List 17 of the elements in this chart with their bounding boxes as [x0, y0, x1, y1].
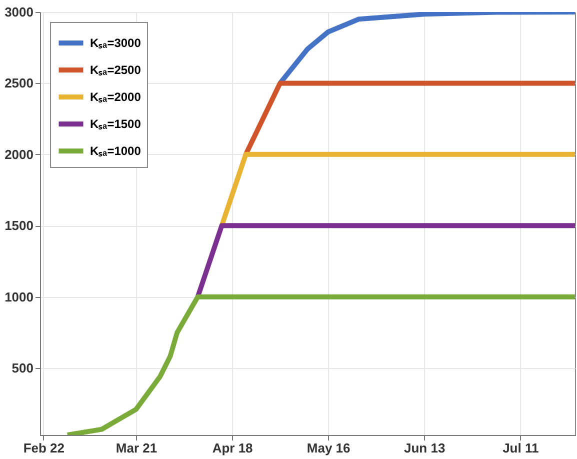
legend-label: Kₛₐ=1000 — [90, 144, 142, 158]
x-tick-label: Mar 21 — [116, 440, 158, 456]
legend-label: Kₛₐ=2500 — [90, 63, 142, 77]
x-tick-label: Feb 22 — [23, 440, 65, 456]
legend-label: Kₛₐ=2000 — [90, 90, 142, 104]
x-tick-label: Jun 13 — [404, 440, 446, 456]
y-tick-label: 2500 — [4, 76, 34, 91]
x-tick-label: Jul 11 — [502, 440, 539, 456]
y-tick-label: 500 — [12, 360, 34, 376]
y-tick-label: 1500 — [4, 218, 34, 234]
y-tick-label: 3000 — [4, 4, 34, 20]
x-tick-label: Apr 18 — [212, 440, 253, 456]
y-tick-label: 2000 — [4, 146, 34, 162]
x-tick-label: May 16 — [306, 440, 350, 456]
y-tick-label: 1000 — [4, 289, 34, 304]
legend-label: Kₛₐ=1500 — [90, 117, 142, 131]
legend-label: Kₛₐ=3000 — [90, 36, 142, 50]
